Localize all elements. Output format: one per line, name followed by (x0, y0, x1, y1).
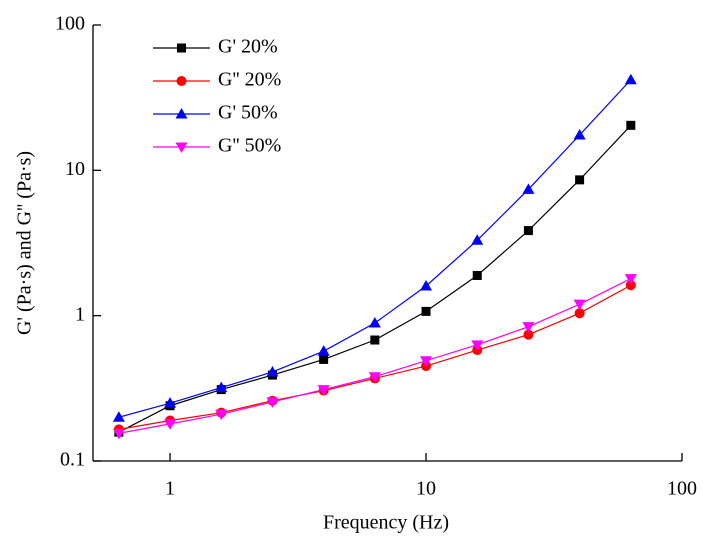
series-line (118, 79, 632, 418)
y-tick-label: 100 (55, 13, 85, 35)
series-line (118, 278, 632, 434)
y-tick-label: 10 (65, 158, 85, 180)
marker (523, 329, 534, 340)
legend-label: G' 20% (218, 36, 278, 58)
marker (624, 274, 637, 285)
marker (317, 385, 330, 396)
marker (574, 308, 585, 319)
marker (319, 354, 329, 364)
marker (522, 183, 535, 194)
y-axis-label: G' (Pa·s) and G'' (Pa·s) (14, 151, 36, 335)
marker (575, 175, 585, 185)
marker (112, 411, 125, 422)
marker (420, 280, 433, 291)
marker (266, 365, 279, 377)
x-tick-label: 10 (416, 478, 436, 500)
y-tick-label: 0.1 (60, 449, 85, 471)
marker (215, 409, 228, 421)
marker (523, 226, 533, 236)
x-tick-label: 1 (165, 478, 175, 500)
marker (573, 299, 586, 311)
x-axis-label: Frequency (Hz) (323, 512, 449, 534)
marker (368, 372, 381, 383)
legend-label: G' 50% (218, 102, 278, 124)
y-tick-label: 1 (75, 303, 85, 325)
marker (164, 419, 177, 430)
marker (471, 234, 484, 245)
marker (625, 280, 636, 291)
legend-marker (176, 76, 187, 86)
marker (573, 129, 586, 140)
marker (421, 306, 431, 316)
marker (472, 270, 482, 280)
marker (317, 345, 330, 356)
marker (626, 120, 636, 130)
legend-label: G'' 20% (218, 69, 281, 91)
marker (215, 381, 228, 393)
marker (266, 397, 279, 408)
marker (420, 356, 433, 367)
legend-marker (177, 43, 186, 53)
marker (370, 335, 380, 345)
x-tick-label: 100 (667, 478, 697, 500)
legend-label: G'' 50% (218, 135, 281, 157)
legend-marker (175, 142, 188, 153)
legend-marker (175, 108, 188, 119)
marker (112, 428, 125, 440)
marker (624, 73, 637, 85)
marker (368, 317, 381, 328)
series-line (118, 124, 632, 433)
marker (522, 322, 535, 333)
marker (471, 340, 484, 351)
series-line (118, 284, 632, 430)
marker (164, 397, 177, 408)
